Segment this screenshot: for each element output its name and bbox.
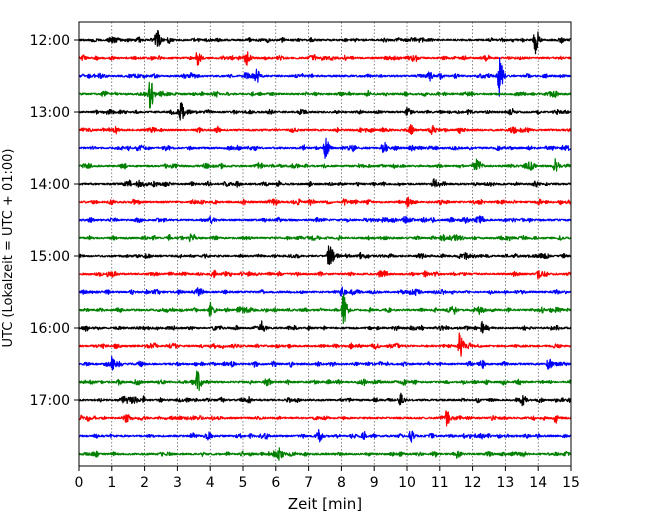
y-tick-label: 17:00 — [30, 393, 70, 409]
y-axis-label: UTC (Lokalzeit = UTC + 01:00) — [1, 149, 16, 348]
x-axis: 0 1 2 3 4 5 6 7 8 9 10 11 12 13 14 15 — [75, 466, 580, 491]
grid — [111, 22, 539, 466]
x-tick-label: 8 — [337, 475, 346, 491]
x-tick-label: 3 — [173, 475, 182, 491]
y-tick-label: 12:00 — [30, 33, 70, 49]
trace-1300 — [78, 102, 572, 121]
y-tick-label: 15:00 — [30, 249, 70, 265]
trace-1600 — [78, 320, 572, 334]
trace-1645 — [78, 370, 572, 392]
x-tick-label: 1 — [107, 475, 116, 491]
x-tick-label: 0 — [75, 475, 84, 491]
trace-1545 — [78, 293, 572, 325]
x-tick-label: 2 — [140, 475, 149, 491]
trace-1500 — [78, 245, 572, 265]
x-tick-label: 15 — [562, 475, 580, 491]
x-tick-label: 9 — [370, 475, 379, 491]
x-tick-label: 10 — [398, 475, 416, 491]
trace-1730 — [78, 428, 572, 443]
trace-1515 — [78, 269, 572, 280]
trace-1715 — [78, 410, 572, 427]
x-tick-label: 13 — [496, 475, 514, 491]
trace-1530 — [78, 286, 572, 297]
x-tick-label: 7 — [304, 475, 313, 491]
trace-1415 — [78, 196, 572, 208]
x-axis-label: Zeit [min] — [288, 495, 362, 513]
trace-1430 — [78, 215, 572, 225]
trace-1615 — [78, 332, 572, 357]
y-tick-label: 13:00 — [30, 105, 70, 121]
trace-1745 — [78, 447, 572, 461]
x-tick-label: 12 — [464, 475, 482, 491]
x-tick-label: 11 — [431, 475, 449, 491]
y-axis: 12:00 13:00 14:00 15:00 16:00 17:00 — [30, 33, 79, 409]
trace-1330 — [78, 137, 572, 159]
trace-1230 — [78, 57, 572, 97]
trace-1315 — [78, 124, 572, 135]
x-tick-label: 14 — [529, 475, 547, 491]
y-tick-label: 14:00 — [30, 177, 70, 193]
trace-1400 — [78, 178, 572, 188]
x-tick-label: 5 — [239, 475, 248, 491]
trace-1630 — [78, 355, 572, 371]
trace-1700 — [78, 392, 572, 407]
x-tick-label: 4 — [206, 475, 215, 491]
traces — [78, 29, 572, 461]
plot-frame — [78, 21, 572, 467]
trace-1245 — [78, 81, 572, 109]
trace-1200 — [78, 29, 572, 55]
trace-1345 — [78, 158, 572, 172]
trace-1445 — [78, 233, 572, 243]
trace-1215 — [78, 51, 572, 66]
x-tick-label: 6 — [271, 475, 280, 491]
y-tick-label: 16:00 — [30, 321, 70, 337]
